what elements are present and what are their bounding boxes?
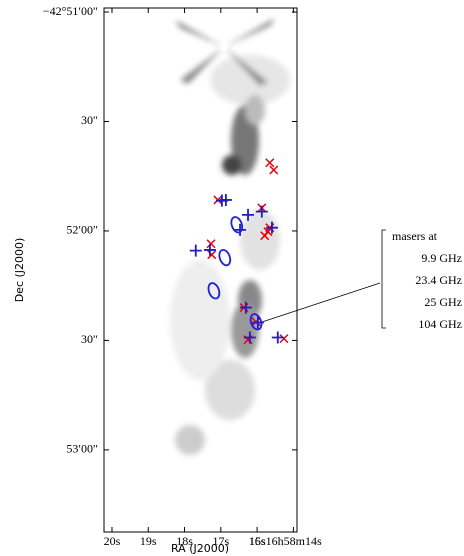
maser-x — [279, 334, 289, 344]
arrow — [261, 282, 381, 323]
y-tick-label: −42°51′00″ — [43, 4, 98, 18]
maser-ellipse — [230, 216, 244, 234]
star — [220, 43, 228, 51]
x-tick-label: 18s — [176, 534, 193, 548]
maser-plus — [239, 301, 252, 314]
y-tick-label: 53′00″ — [66, 442, 98, 456]
annotation-item: 104 GHz — [418, 317, 462, 331]
annotation-item: 25 GHz — [424, 295, 462, 309]
x-tick-label: 15s16h58m14s — [249, 534, 322, 548]
maser-plus — [255, 205, 268, 218]
maser-x — [269, 165, 279, 175]
maser-plus — [242, 208, 255, 221]
maser-plus — [234, 223, 247, 236]
maser-x — [207, 250, 217, 260]
x-axis-label: RA (J2000) — [171, 542, 229, 555]
sky-image — [170, 18, 290, 455]
maser-x — [263, 227, 273, 237]
x-tick-label: 17s — [212, 534, 229, 548]
maser-x — [265, 158, 275, 168]
maser-ellipse — [207, 282, 221, 300]
x-tick-label: 20s — [104, 534, 121, 548]
x-tick-label: 16s — [249, 534, 266, 548]
bracket — [381, 229, 386, 329]
maser-ellipse — [249, 313, 263, 331]
maser-plus — [189, 244, 202, 257]
y-axis-label: Dec (J2000) — [13, 238, 26, 303]
annotation-title: masers at — [392, 229, 438, 243]
maser-plus — [243, 331, 256, 344]
x-tick-label: 19s — [140, 534, 157, 548]
annotation-item: 9.9 GHz — [421, 251, 462, 265]
y-tick-label: 30″ — [81, 113, 98, 127]
frame — [103, 7, 298, 533]
maser-plus — [203, 243, 216, 256]
maser-ellipse — [218, 248, 232, 267]
y-tick-label: 52′00″ — [66, 223, 98, 237]
y-tick-label: 30″ — [81, 332, 98, 346]
maser-x — [206, 239, 216, 249]
maser-plus — [265, 221, 278, 234]
annotation-item: 23.4 GHz — [415, 273, 462, 287]
maser-plus — [271, 331, 284, 344]
maser-plus — [215, 194, 228, 207]
